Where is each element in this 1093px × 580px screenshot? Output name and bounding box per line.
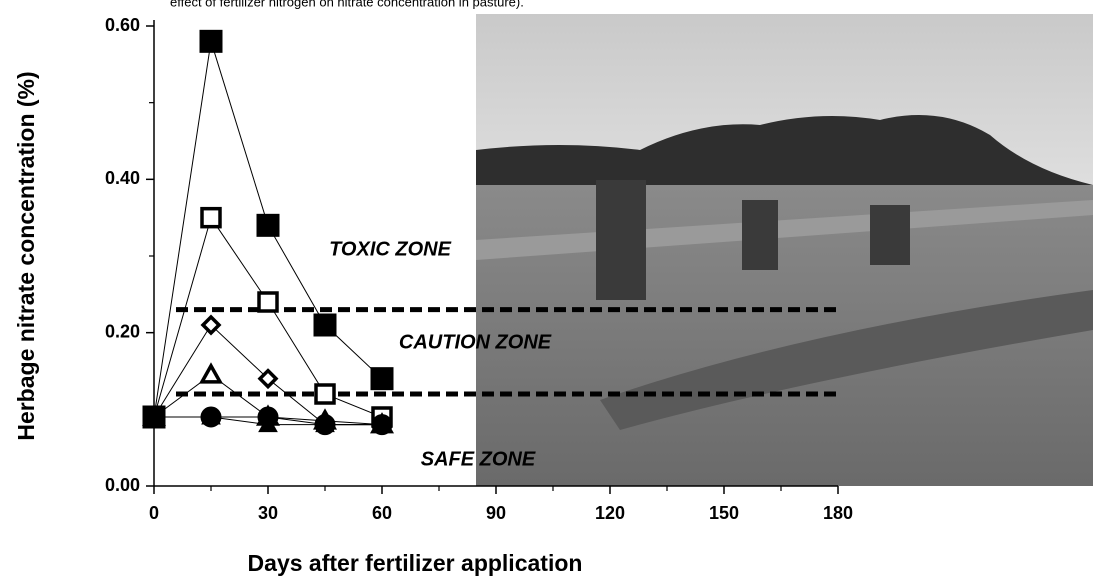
marker-square (314, 314, 336, 336)
y-tick-label: 0.60 (105, 15, 140, 35)
x-tick-label: 60 (372, 503, 392, 523)
x-tick-label: 150 (709, 503, 739, 523)
marker-square (316, 385, 334, 403)
x-axis-title: Days after fertilizer application (248, 550, 583, 576)
photo (476, 14, 1093, 486)
subtitle: effect of fertilizer nitrogen on nitrate… (170, 0, 524, 9)
y-tick-label: 0.00 (105, 475, 140, 495)
y-axis-title: Herbage nitrate concentration (%) (13, 71, 39, 440)
chart: effect of fertilizer nitrogen on nitrate… (0, 0, 1093, 580)
zone-label: SAFE ZONE (421, 448, 536, 470)
marker-square (257, 214, 279, 236)
y-tick-label: 0.20 (105, 321, 140, 341)
y-tick-label: 0.40 (105, 168, 140, 188)
x-tick-label: 120 (595, 503, 625, 523)
marker-square (202, 209, 220, 227)
marker-triangle (202, 366, 220, 382)
marker-square (259, 293, 277, 311)
zone-label: TOXIC ZONE (329, 238, 452, 260)
marker-square (200, 30, 222, 52)
marker-square (371, 368, 393, 390)
zone-label: CAUTION ZONE (399, 331, 552, 353)
x-tick-label: 90 (486, 503, 506, 523)
x-tick-label: 0 (149, 503, 159, 523)
x-tick-label: 30 (258, 503, 278, 523)
x-tick-label: 180 (823, 503, 853, 523)
